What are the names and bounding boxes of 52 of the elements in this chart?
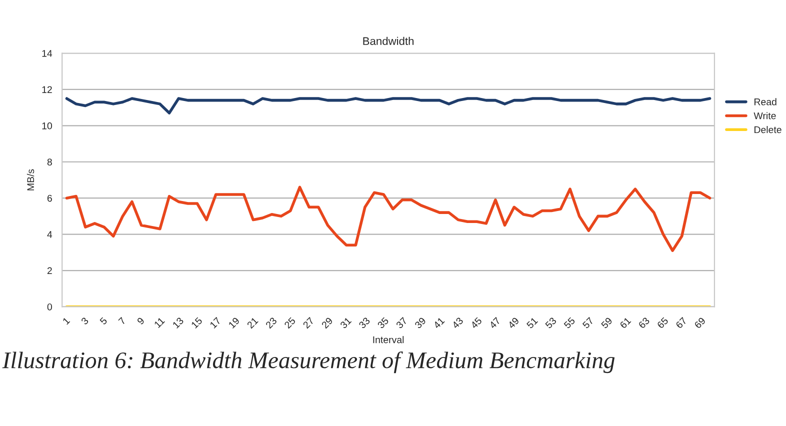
x-tick-label: 37 (396, 316, 408, 329)
x-tick-label: 55 (564, 316, 576, 329)
x-tick-label: 61 (619, 316, 632, 329)
legend-label: Read (754, 98, 776, 106)
x-tick-label: 35 (377, 316, 390, 329)
x-tick-label: 1 (62, 317, 70, 325)
y-tick-label: 12 (42, 86, 52, 93)
x-tick-label: 27 (302, 316, 314, 329)
text: Illustration 6: Bandwidth Measurement of Medium Bencmarking (2, 351, 615, 374)
x-axis-title: Interval (373, 336, 404, 344)
x-tick-label: 25 (284, 316, 296, 329)
x-tick-label: 65 (656, 316, 669, 329)
x-tick-label: 49 (507, 316, 520, 329)
y-tick-label: 8 (47, 158, 52, 166)
x-tick-label: 11 (154, 317, 165, 328)
legend-label: Write (754, 112, 776, 120)
x-tick-label: 17 (210, 317, 222, 329)
x-tick-label: 19 (228, 316, 240, 329)
x-tick-label: 69 (694, 316, 706, 329)
x-tick-label: 3 (80, 316, 89, 326)
x-tick-label: 7 (118, 317, 126, 325)
y-tick-label: 10 (42, 122, 52, 130)
x-tick-label: 23 (265, 316, 278, 329)
x-tick-label: 13 (172, 316, 184, 329)
y-tick-label: 14 (42, 50, 52, 57)
y-tick-label: 6 (47, 194, 52, 202)
x-tick-label: 9 (136, 316, 145, 325)
y-tick-label: 2 (47, 267, 52, 274)
y-axis-title: MB/s (26, 169, 34, 190)
legend-label: Delete (754, 126, 782, 134)
x-tick-label: 21 (246, 316, 258, 329)
x-tick-label: 29 (321, 316, 334, 329)
x-tick-label: 33 (358, 316, 370, 329)
chart-title: Bandwidth (363, 36, 414, 46)
y-tick-label: 0 (47, 303, 52, 310)
x-tick-label: 47 (488, 317, 501, 329)
y-tick-label: 4 (47, 231, 52, 238)
x-tick-label: 39 (414, 316, 426, 329)
line-series (65, 97, 712, 114)
x-tick-label: 53 (544, 316, 557, 329)
x-tick-label: 51 (526, 317, 538, 329)
x-tick-label: 57 (582, 317, 594, 329)
x-tick-label: 63 (638, 316, 650, 329)
line-series (65, 186, 712, 252)
x-tick-label: 43 (451, 316, 464, 329)
x-tick-label: 5 (99, 316, 108, 326)
x-tick-label: 67 (675, 316, 688, 329)
x-tick-label: 15 (190, 316, 203, 329)
x-tick-label: 41 (432, 317, 445, 329)
x-tick-label: 31 (340, 316, 352, 329)
x-tick-label: 45 (470, 316, 482, 329)
x-tick-label: 59 (600, 316, 613, 329)
